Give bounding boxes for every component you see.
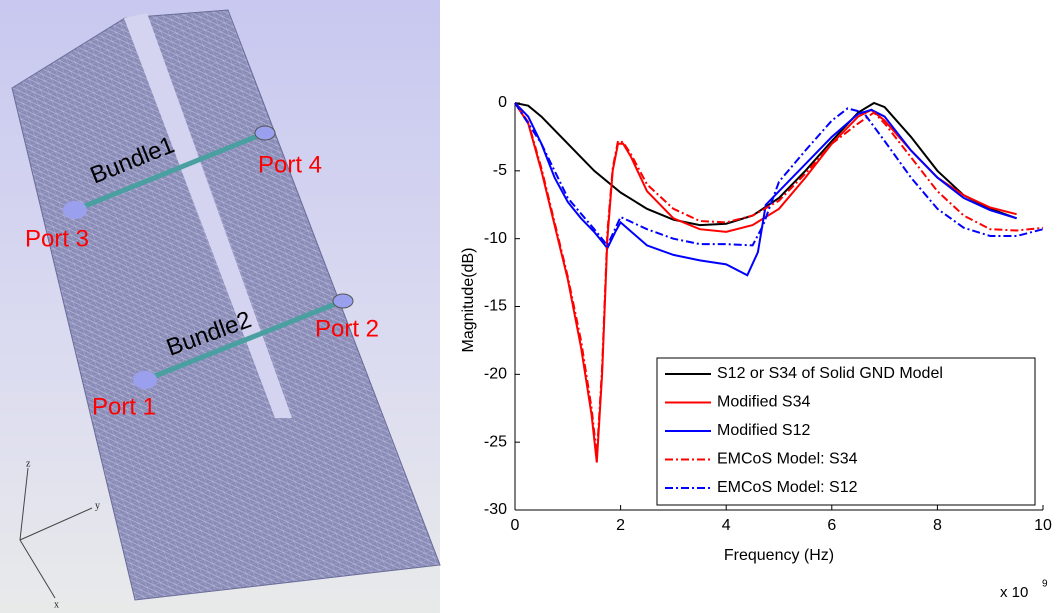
y-tick-label: -20 xyxy=(484,366,507,383)
legend-label: EMCoS Model: S12 xyxy=(717,479,858,496)
x-multiplier: x 10 xyxy=(1000,584,1028,601)
port xyxy=(254,125,276,141)
port xyxy=(133,371,157,389)
legend-label: S12 or S34 of Solid GND Model xyxy=(717,365,943,382)
axis-label: z xyxy=(26,458,31,469)
legend xyxy=(656,357,1036,506)
x-tick-label: 8 xyxy=(933,517,942,534)
x-tick-label: 6 xyxy=(827,517,836,534)
series-line xyxy=(514,102,1044,248)
model-view: Bundle1 Port 4 Port 3 Bundle2 Port 2 Por… xyxy=(0,0,441,613)
x-axis-title: Frequency (Hz) xyxy=(724,547,834,564)
x-tick-label: 0 xyxy=(511,517,520,534)
bundle-wire xyxy=(74,130,266,213)
y-tick-label: -10 xyxy=(484,230,507,247)
port-label: Port 3 xyxy=(25,225,89,252)
x-tick-label: 10 xyxy=(1034,517,1052,534)
y-tick-label: 0 xyxy=(498,94,507,111)
triad-z xyxy=(19,467,29,541)
port-label: Port 1 xyxy=(92,393,156,420)
chart: Magnitude(dB) Frequency (Hz) x 10 9 -30 -… xyxy=(460,94,1052,601)
port xyxy=(63,201,87,219)
series-line xyxy=(514,102,1044,456)
y-tick-label: -30 xyxy=(484,501,507,518)
y-tick-label: -15 xyxy=(484,298,507,315)
triad-x xyxy=(19,539,56,599)
legend-label: EMCoS Model: S34 xyxy=(717,451,858,468)
legend-label: Modified S34 xyxy=(717,394,810,411)
axis-triad xyxy=(19,467,93,599)
axis-label: y xyxy=(95,500,100,511)
x-tick-label: 2 xyxy=(616,517,625,534)
y-tick-label: -25 xyxy=(484,433,507,450)
mesh-plate xyxy=(11,9,441,601)
y-tick-label: -5 xyxy=(493,162,507,179)
triad-y xyxy=(19,507,93,541)
series-line xyxy=(514,102,1017,277)
y-axis-title: Magnitude(dB) xyxy=(460,248,477,353)
legend-label: Modified S12 xyxy=(717,422,810,439)
x-tick-label: 4 xyxy=(722,517,731,534)
port-label: Port 4 xyxy=(258,151,322,178)
port xyxy=(332,293,354,309)
x-multiplier-exponent: 9 xyxy=(1042,579,1048,590)
port-label: Port 2 xyxy=(315,315,379,342)
series-line xyxy=(514,102,1017,463)
slot xyxy=(124,13,292,418)
bundle-wire xyxy=(144,297,346,383)
axis-label: x xyxy=(54,599,59,610)
